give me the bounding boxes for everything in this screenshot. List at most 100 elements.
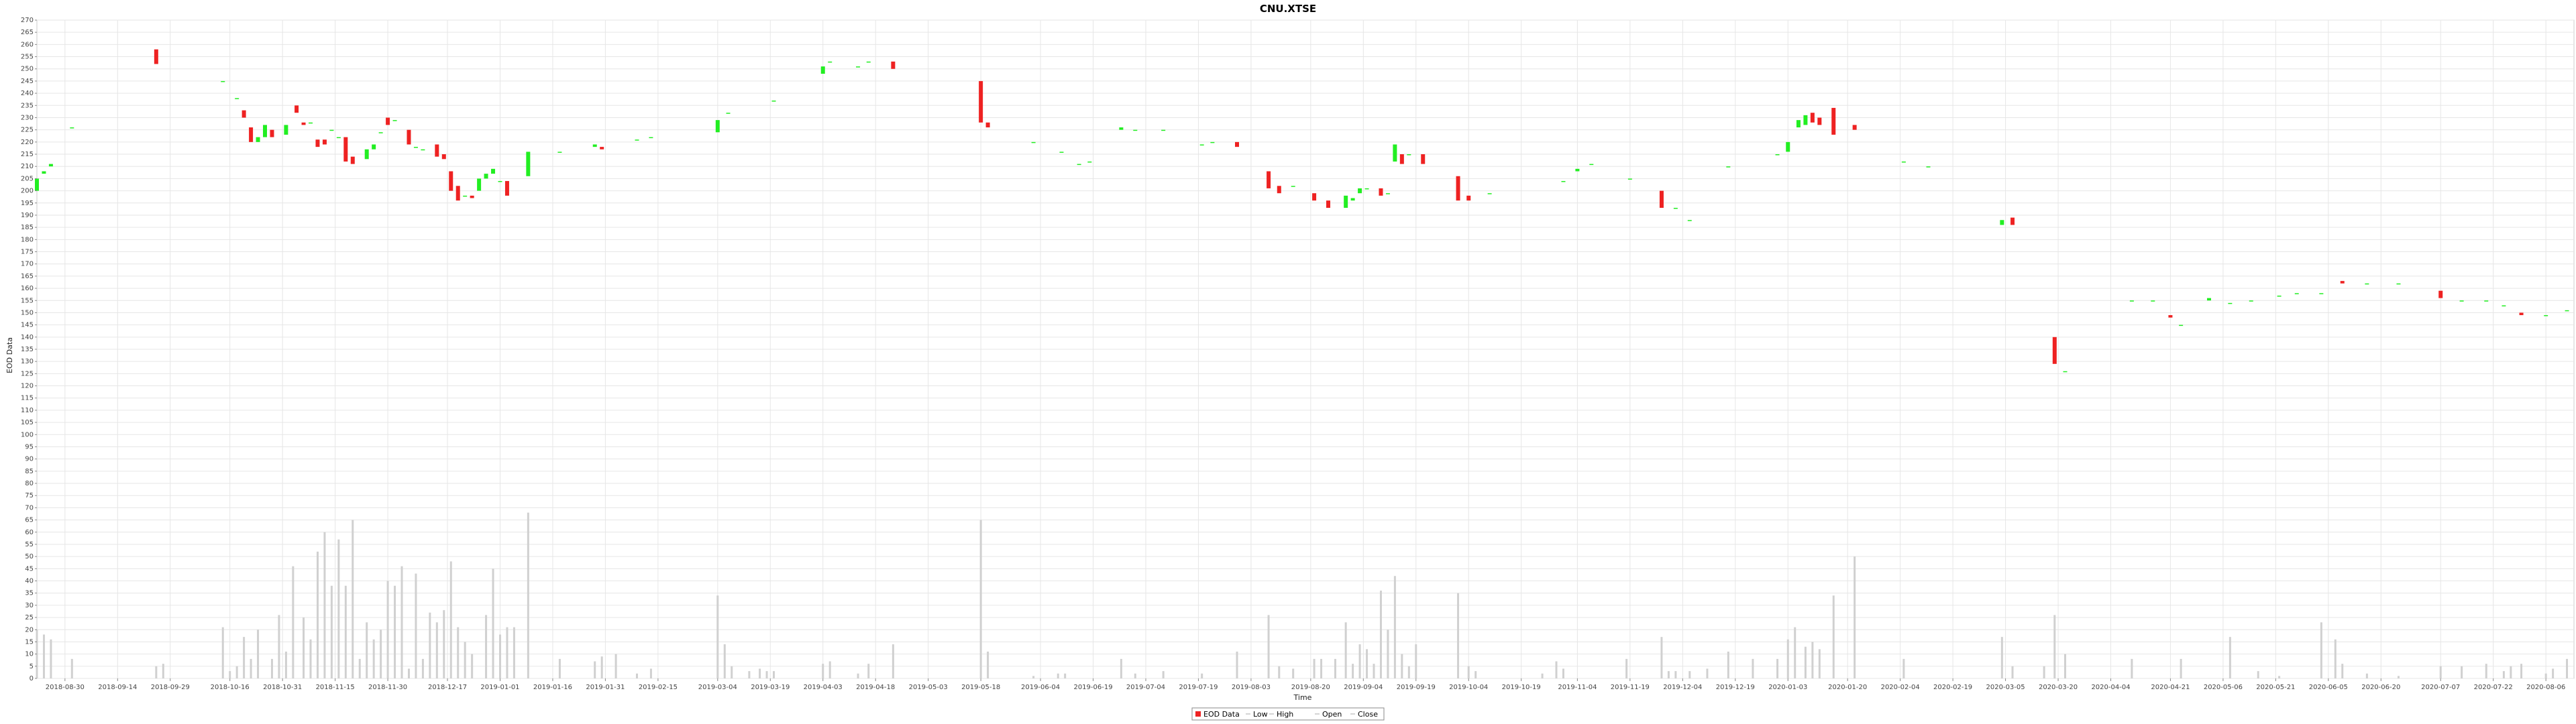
volume-bar [1313, 658, 1316, 678]
candle-body [1393, 144, 1397, 162]
candle-body [856, 66, 861, 68]
candle-body [284, 125, 288, 135]
candle-body [592, 144, 597, 147]
volume-bar [70, 658, 73, 678]
candle-body [70, 127, 74, 129]
volume-bar [1555, 661, 1558, 678]
y-tick-label: 270 [21, 17, 34, 24]
candle-body [221, 80, 225, 82]
candle-body [2179, 324, 2184, 326]
candle-body [301, 122, 306, 125]
volume-bar [635, 673, 638, 678]
volume-bar [1674, 671, 1677, 678]
volume-bar [987, 651, 989, 678]
y-tick-label: 140 [21, 334, 34, 341]
y-tick-label: 165 [21, 273, 34, 280]
volume-bar [449, 561, 452, 678]
y-axis: 0 5 10 15 20 25 30 35 40 45 50 55 60 65 70 75 80 85 90 95 10… [21, 17, 37, 682]
candle-body [2319, 293, 2324, 294]
candles [35, 49, 2569, 373]
candle-body [35, 178, 39, 191]
volume-bar [464, 642, 466, 678]
candle-body [1291, 186, 1295, 187]
volume-bar [1667, 671, 1670, 678]
x-tick-label: 2019-06-19 [1073, 684, 1112, 691]
candle-body [336, 137, 341, 139]
x-tick-label: 2020-01-20 [1828, 684, 1867, 691]
y-tick-label: 80 [25, 480, 34, 487]
chart-title: CNU.XTSE [1260, 3, 1316, 15]
candle-body [2396, 283, 2401, 285]
y-tick-label: 170 [21, 261, 34, 268]
volume-bar [394, 585, 396, 678]
y-tick-label: 230 [21, 114, 34, 121]
y-tick-label: 265 [21, 29, 34, 36]
candle-body [1831, 107, 1836, 135]
x-tick-label: 2019-02-15 [639, 684, 678, 691]
volume-bar [1415, 644, 1417, 678]
candle-body [2519, 312, 2524, 316]
candle-body [891, 61, 896, 69]
volume-bar [2000, 637, 2003, 678]
candle-body [1031, 141, 1036, 143]
volume-bar [1320, 658, 1323, 678]
volume-bar [867, 664, 870, 678]
candle-body [866, 61, 871, 63]
candle-body [407, 129, 411, 145]
candle-body [249, 127, 254, 142]
volume-bar [235, 666, 238, 678]
volume-bar [1407, 666, 1410, 678]
candle-body [715, 120, 720, 133]
volume-bar [372, 639, 375, 678]
candle-body [1119, 127, 1124, 130]
y-tick-label: 260 [21, 41, 34, 48]
volume-bar [649, 668, 652, 678]
candle-body [322, 139, 327, 145]
candle-body [350, 156, 355, 164]
y-tick-label: 130 [21, 358, 34, 365]
volume-bar [2320, 622, 2322, 678]
volume-bar [1366, 649, 1368, 678]
y-tick-label: 200 [21, 188, 34, 195]
y-tick-label: 110 [21, 407, 34, 414]
volume-bar [2502, 671, 2505, 678]
candle-body [2294, 293, 2299, 294]
volume-bar [42, 634, 45, 678]
x-tick-label: 2019-08-03 [1232, 684, 1271, 691]
candle-body [2168, 315, 2173, 318]
volume-bar [2520, 664, 2523, 678]
candle-body [441, 154, 446, 160]
x-tick-label: 2020-05-06 [2204, 684, 2243, 691]
candle-body [635, 139, 639, 141]
x-tick-label: 2018-12-17 [428, 684, 467, 691]
y-tick-label: 105 [21, 419, 34, 426]
volume-bar [1352, 664, 1354, 678]
x-tick-label: 2019-11-04 [1558, 684, 1597, 691]
x-tick-label: 2019-03-19 [751, 684, 790, 691]
x-tick-label: 2018-10-16 [211, 684, 250, 691]
candle-body [392, 120, 397, 121]
volume-bar [1393, 576, 1396, 678]
candle-body [1234, 141, 1239, 147]
candle-body [315, 139, 320, 147]
y-tick-label: 20 [25, 626, 34, 634]
candle-body [309, 122, 313, 124]
volume-bar [1334, 658, 1336, 678]
volume-bar [2011, 666, 2014, 678]
candle-body [1199, 144, 1204, 145]
candle-body [1344, 195, 1348, 208]
y-tick-label: 225 [21, 127, 34, 134]
volume-bar [1562, 668, 1564, 678]
y-tick-label: 240 [21, 90, 34, 97]
y-tick-label: 235 [21, 102, 34, 109]
x-tick-label: 2019-07-19 [1179, 684, 1218, 691]
x-tick-label: 2018-11-15 [316, 684, 355, 691]
volume-bar [1854, 556, 1856, 678]
candle-body [1399, 154, 1404, 164]
candle-body [1803, 115, 1808, 125]
volume-bar [330, 585, 333, 678]
y-tick-label: 185 [21, 224, 34, 231]
volume-bar [1278, 666, 1281, 678]
x-tick-label: 2019-05-18 [961, 684, 1000, 691]
